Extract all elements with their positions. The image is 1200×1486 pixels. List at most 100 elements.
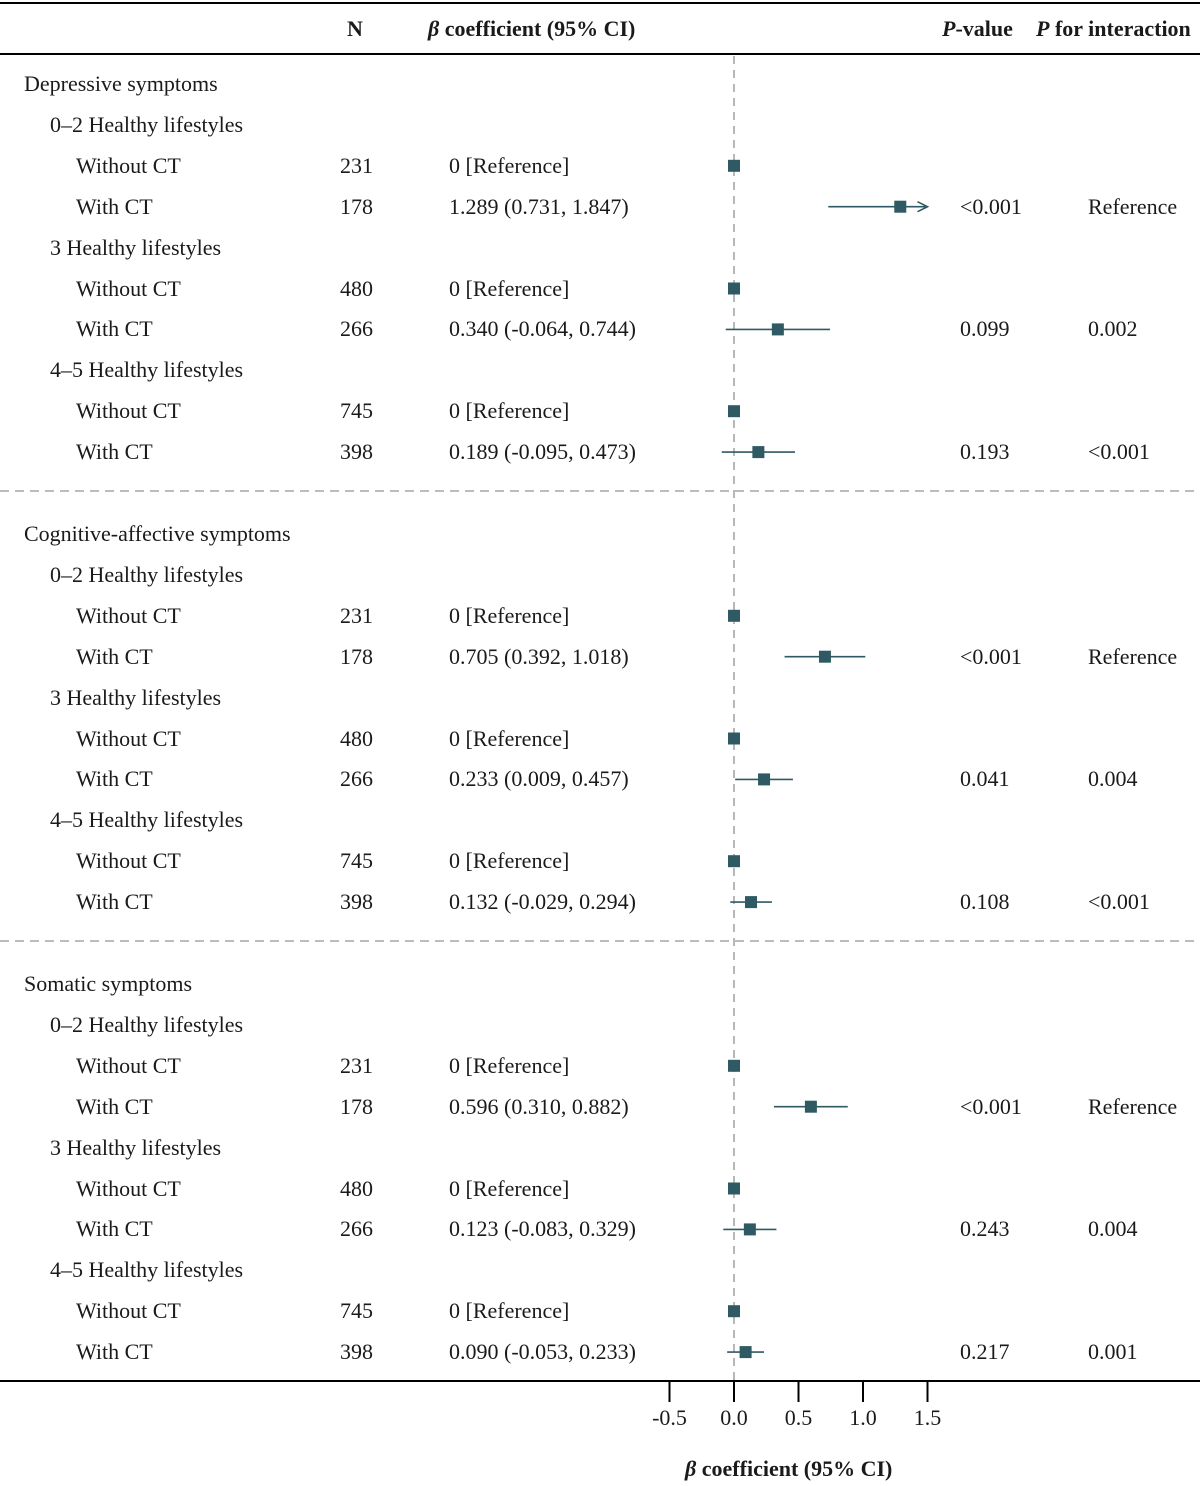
row-label: Without CT [76, 602, 181, 628]
row-p-interaction: 0.004 [1088, 766, 1138, 792]
row-ci-text: 0.189 (-0.095, 0.473) [449, 439, 636, 465]
x-axis-title-symbol: β [685, 1456, 697, 1481]
header-pint-rest: for interaction [1049, 16, 1191, 41]
x-tick-label: 1.5 [914, 1405, 942, 1430]
row-n: 398 [340, 439, 373, 465]
row-label: With CT [76, 1216, 153, 1242]
row-n: 480 [340, 1175, 373, 1201]
x-tick-label: 0.5 [785, 1405, 813, 1430]
row-label: Without CT [76, 1052, 181, 1078]
header-beta: β coefficient (95% CI) [428, 16, 635, 42]
row-p-value: 0.108 [960, 889, 1010, 915]
group-label: 0–2 Healthy lifestyles [50, 1011, 244, 1037]
row-p-interaction: Reference [1088, 193, 1178, 219]
row-n: 178 [340, 193, 373, 219]
row-label: With CT [76, 766, 153, 792]
point-estimate [728, 405, 740, 418]
row-n: 266 [340, 766, 373, 792]
row-ci-text: 0.123 (-0.083, 0.329) [449, 1216, 636, 1242]
row-n: 231 [340, 152, 373, 178]
row-n: 398 [340, 889, 373, 915]
row-ci-text: 0 [Reference] [449, 602, 570, 628]
point-estimate [728, 1305, 740, 1318]
row-p-interaction: 0.002 [1088, 316, 1138, 342]
row-p-interaction: Reference [1088, 1093, 1178, 1119]
header-n: N [347, 16, 363, 41]
row-ci-text: 0 [Reference] [449, 275, 570, 301]
header-pint-italic: P [1036, 16, 1050, 41]
row-label: Without CT [76, 275, 181, 301]
row-ci-text: 0 [Reference] [449, 152, 570, 178]
row-n: 398 [340, 1339, 373, 1365]
row-n: 178 [340, 1093, 373, 1119]
row-p-interaction: <0.001 [1088, 889, 1150, 915]
section-title: Cognitive-affective symptoms [24, 521, 291, 546]
row-label: With CT [76, 193, 153, 219]
row-n: 178 [340, 643, 373, 669]
header-p-value: P-value [942, 16, 1013, 42]
header-p-interaction: P for interaction [1036, 16, 1191, 42]
point-estimate [739, 1346, 752, 1359]
row-ci-text: 1.289 (0.731, 1.847) [449, 193, 629, 219]
point-estimate [743, 1223, 756, 1236]
row-label: With CT [76, 439, 153, 465]
x-tick-label: 1.0 [849, 1405, 877, 1430]
header-p-rest: -value [955, 16, 1013, 41]
row-p-interaction: <0.001 [1088, 439, 1150, 465]
ci-arrow [917, 200, 930, 213]
point-estimate [752, 446, 765, 459]
row-label: With CT [76, 316, 153, 342]
row-ci-text: 0 [Reference] [449, 848, 570, 874]
row-label: With CT [76, 1339, 153, 1365]
point-estimate [771, 323, 784, 336]
row-n: 266 [340, 316, 373, 342]
row-ci-text: 0 [Reference] [449, 1052, 570, 1078]
row-ci-text: 0.233 (0.009, 0.457) [449, 766, 629, 792]
top-rule [0, 2, 1200, 4]
row-ci-text: 0.705 (0.392, 1.018) [449, 643, 629, 669]
row-p-interaction: Reference [1088, 643, 1178, 669]
point-estimate [818, 650, 831, 663]
row-p-value: <0.001 [960, 193, 1022, 219]
row-p-value: <0.001 [960, 1093, 1022, 1119]
row-label: Without CT [76, 152, 181, 178]
row-n: 231 [340, 1052, 373, 1078]
row-n: 266 [340, 1216, 373, 1242]
point-estimate [728, 1182, 740, 1195]
bottom-rule [0, 1380, 1200, 1382]
row-label: Without CT [76, 1298, 181, 1324]
row-ci-text: 0 [Reference] [449, 725, 570, 751]
row-p-value: 0.217 [960, 1339, 1010, 1365]
row-p-value: <0.001 [960, 643, 1022, 669]
point-estimate [894, 200, 907, 213]
row-n: 480 [340, 725, 373, 751]
point-estimate [758, 773, 771, 786]
row-ci-text: 0.132 (-0.029, 0.294) [449, 889, 636, 915]
row-ci-text: 0.340 (-0.064, 0.744) [449, 316, 636, 342]
row-label: Without CT [76, 848, 181, 874]
row-p-value: 0.193 [960, 439, 1010, 465]
group-label: 3 Healthy lifestyles [50, 234, 222, 260]
x-tick-label: -0.5 [652, 1405, 687, 1430]
group-label: 0–2 Healthy lifestyles [50, 561, 244, 587]
row-ci-text: 0 [Reference] [449, 1298, 570, 1324]
row-p-interaction: 0.001 [1088, 1339, 1138, 1365]
row-ci-text: 0.090 (-0.053, 0.233) [449, 1339, 636, 1365]
group-label: 3 Healthy lifestyles [50, 1134, 222, 1160]
row-ci-text: 0.596 (0.310, 0.882) [449, 1093, 629, 1119]
row-n: 480 [340, 275, 373, 301]
row-ci-text: 0 [Reference] [449, 1175, 570, 1201]
row-n: 745 [340, 848, 373, 874]
row-ci-text: 0 [Reference] [449, 398, 570, 424]
row-p-value: 0.041 [960, 766, 1010, 792]
row-label: With CT [76, 643, 153, 669]
group-label: 3 Healthy lifestyles [50, 684, 222, 710]
group-label: 4–5 Healthy lifestyles [50, 357, 244, 383]
point-estimate [728, 159, 740, 172]
point-estimate [728, 282, 740, 295]
x-axis-title: β coefficient (95% CI) [685, 1456, 892, 1482]
x-tick-label: 0.0 [720, 1405, 748, 1430]
header-beta-symbol: β [428, 16, 440, 41]
